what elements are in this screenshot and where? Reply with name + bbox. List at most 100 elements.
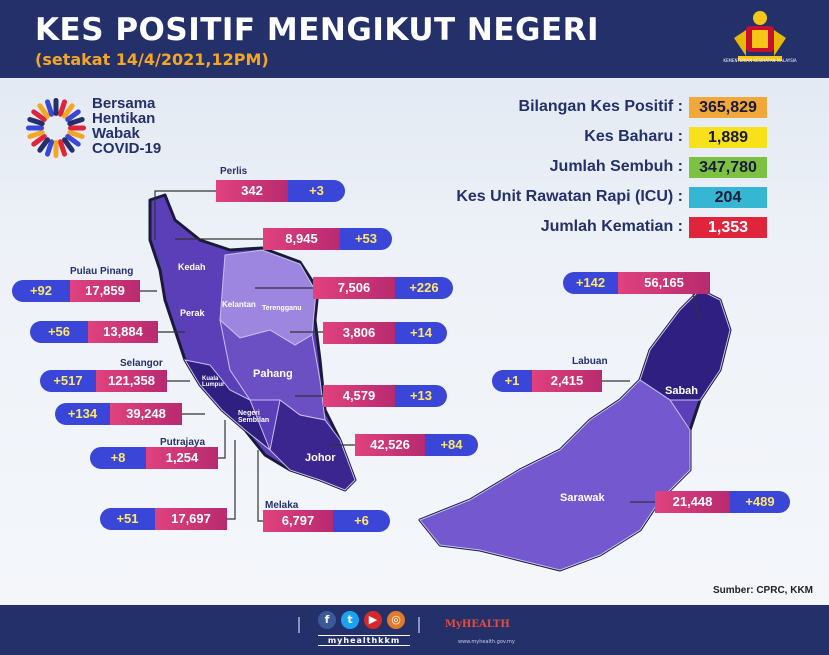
- page-title: KES POSITIF MENGIKUT NEGERI: [35, 12, 600, 48]
- divider: [298, 617, 300, 633]
- coat-of-arms-logo: [734, 11, 786, 61]
- logo-ray: [62, 137, 75, 153]
- label-melaka: Melaka: [265, 500, 299, 511]
- ministry-name: KEMENTERIAN KESIHATAN MALAYSIA: [723, 58, 797, 63]
- logo-ray: [53, 98, 59, 116]
- stat-label: Kes Unit Rawatan Rapi (ICU) :: [456, 188, 683, 205]
- box-terengganu: 3,806 +14: [323, 322, 447, 344]
- map-label-negeri-sembilan: Negeri Sembilan: [238, 410, 270, 424]
- map-label-pahang: Pahang: [253, 368, 293, 380]
- logo-ray: [67, 117, 85, 127]
- myhealth-url: www.myhealth.gov.my: [458, 639, 515, 645]
- source-note: Sumber: CPRC, KKM: [712, 585, 813, 596]
- logo-ray: [62, 103, 75, 119]
- total-cases: 42,526: [355, 434, 425, 456]
- box-pahang: 4,579 +13: [323, 385, 447, 407]
- logo-ray: [27, 129, 45, 139]
- map-label-kelantan: Kelantan: [222, 300, 256, 309]
- box-johor: 42,526 +84: [355, 434, 478, 456]
- social-handle: myhealthkkm: [318, 635, 410, 646]
- new-cases: +53: [340, 228, 392, 250]
- region-selangor-kl: [183, 359, 272, 452]
- logo-ray: [45, 139, 55, 157]
- stat-value: 204: [689, 186, 767, 208]
- new-cases: +14: [395, 322, 447, 344]
- stat-deaths: Jumlah Kematian : 1,353: [456, 214, 767, 240]
- header-banner: KES POSITIF MENGIKUT NEGERI (setakat 14/…: [0, 0, 829, 78]
- new-cases: +3: [288, 180, 345, 202]
- stat-value: 347,780: [689, 156, 767, 178]
- box-putrajaya: +8 1,254: [90, 447, 218, 469]
- footer: myhealthkkm MyHEALTH www.myhealth.gov.my: [0, 605, 829, 655]
- map-label-perak: Perak: [180, 308, 205, 318]
- instagram-icon[interactable]: ◎: [387, 611, 405, 629]
- box-kedah: 8,945 +53: [263, 228, 392, 250]
- logo-ray: [65, 134, 81, 147]
- stat-value: 1,353: [689, 216, 767, 238]
- box-selangor: +517 121,358: [40, 370, 167, 392]
- campaign-line: Hentikan: [92, 110, 156, 127]
- logo-ray: [65, 109, 81, 122]
- new-cases: +1: [492, 370, 532, 392]
- label-putrajaya: Putrajaya: [160, 437, 206, 448]
- box-pulau-pinang: +92 17,859: [12, 280, 140, 302]
- logo-ray: [31, 134, 47, 147]
- new-cases: +84: [425, 434, 478, 456]
- youtube-icon[interactable]: ▶: [364, 611, 382, 629]
- campaign-sunburst-logo: [26, 98, 86, 158]
- stat-label: Bilangan Kes Positif :: [518, 98, 683, 115]
- page-subtitle: (setakat 14/4/2021,12PM): [35, 50, 269, 69]
- new-cases: +517: [40, 370, 96, 392]
- map-label-johor: Johor: [305, 452, 336, 464]
- new-cases: +13: [395, 385, 447, 407]
- map-label-kuala-lumpur: Kuala Lumpur: [202, 376, 225, 388]
- divider: [418, 617, 420, 633]
- total-cases: 1,254: [146, 447, 218, 469]
- box-melaka: 6,797 +6: [263, 510, 390, 532]
- logo-ray: [27, 117, 45, 127]
- logo-ray: [57, 99, 67, 117]
- stat-new-cases: Kes Baharu : 1,889: [456, 124, 767, 150]
- box-kuala-lumpur: +134 39,248: [55, 403, 182, 425]
- logo-ray: [37, 137, 50, 153]
- logo-ray: [68, 125, 86, 131]
- stat-label: Jumlah Sembuh :: [549, 158, 683, 175]
- new-cases: +226: [395, 277, 453, 299]
- total-cases: 2,415: [532, 370, 602, 392]
- campaign-text: Bersama Hentikan Wabak COVID-19: [92, 96, 161, 156]
- total-cases: 3,806: [323, 322, 395, 344]
- new-cases: +8: [90, 447, 146, 469]
- region-pahang: [219, 318, 326, 421]
- label-labuan: Labuan: [572, 356, 608, 367]
- facebook-icon[interactable]: f: [318, 611, 336, 629]
- logo-ray: [26, 125, 44, 131]
- stat-recovered: Jumlah Sembuh : 347,780: [456, 154, 767, 180]
- new-cases: +6: [333, 510, 390, 532]
- campaign-line: Bersama: [92, 95, 156, 112]
- box-negeri-sembilan: +51 17,697: [100, 508, 227, 530]
- total-cases: 8,945: [263, 228, 340, 250]
- campaign-line: COVID-19: [92, 140, 162, 157]
- new-cases: +56: [30, 321, 88, 343]
- map-label-sabah: Sabah: [665, 385, 699, 397]
- box-perak: +56 13,884: [30, 321, 158, 343]
- stat-value: 365,829: [689, 96, 767, 118]
- new-cases: +489: [730, 491, 790, 513]
- logo-ray: [57, 139, 67, 157]
- total-cases: 21,448: [655, 491, 730, 513]
- map-label-sarawak: Sarawak: [560, 492, 605, 504]
- summary-panel: Bilangan Kes Positif : 365,829 Kes Baharu…: [456, 94, 767, 244]
- stat-label: Kes Baharu :: [584, 128, 683, 145]
- map-label-terengganu: Terengganu: [262, 305, 302, 312]
- twitter-icon[interactable]: t: [341, 611, 359, 629]
- total-cases: 4,579: [323, 385, 395, 407]
- myhealth-logo: MyHEALTH: [445, 619, 510, 630]
- logo-ray: [31, 109, 47, 122]
- region-sarawak: [419, 379, 691, 571]
- new-cases: +134: [55, 403, 110, 425]
- leader-lines: [140, 190, 701, 522]
- total-cases: 17,697: [155, 508, 227, 530]
- box-labuan: +1 2,415: [492, 370, 602, 392]
- map-label-kedah: Kedah: [178, 262, 206, 272]
